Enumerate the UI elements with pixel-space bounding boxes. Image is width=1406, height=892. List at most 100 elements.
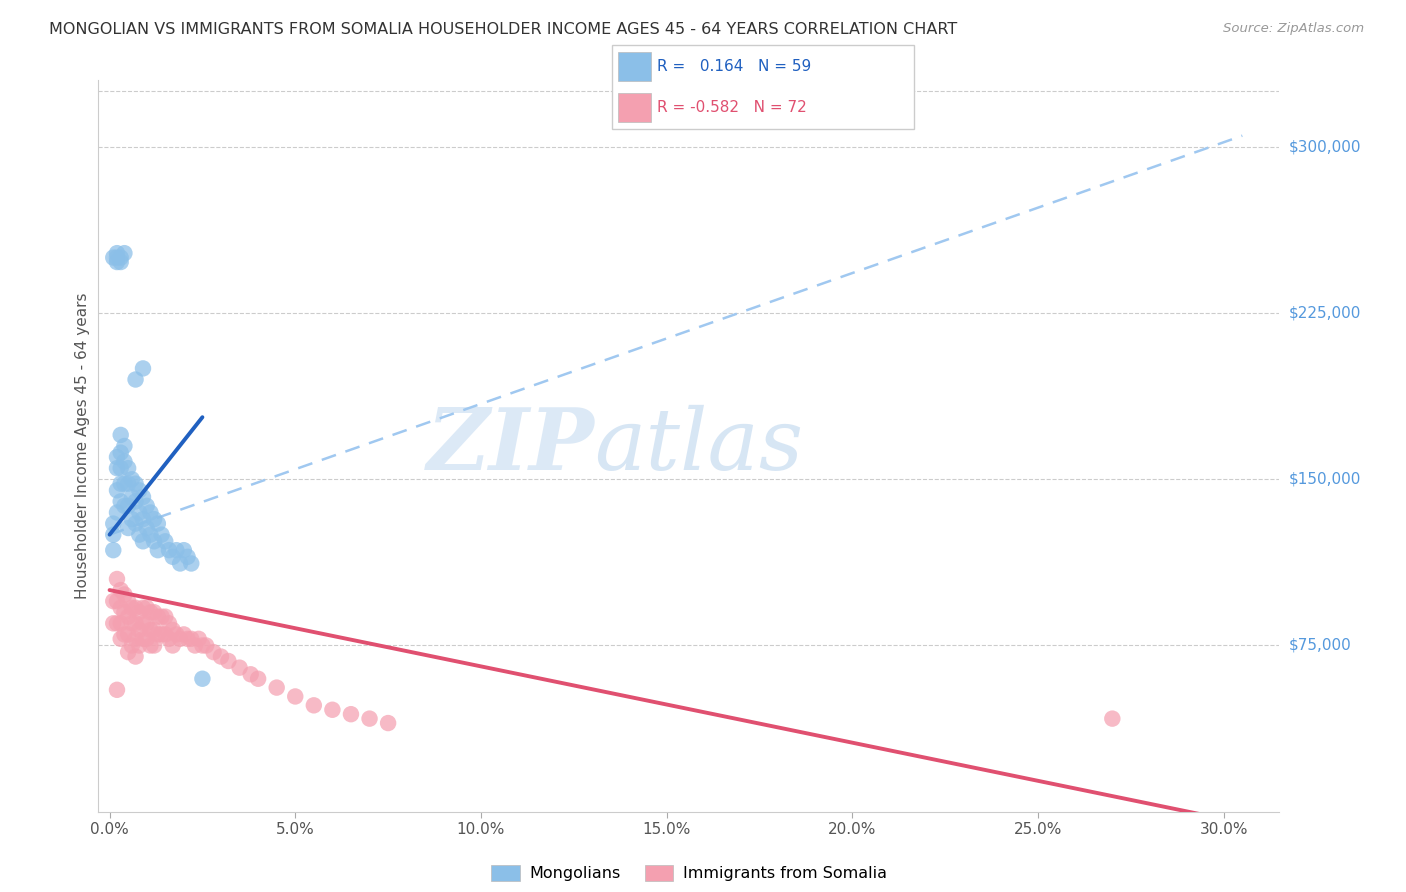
Point	[103, 516, 125, 531]
Point	[146, 516, 169, 531]
Text: Source: ZipAtlas.com: Source: ZipAtlas.com	[1223, 22, 1364, 36]
Point	[121, 639, 143, 653]
Point	[132, 534, 155, 549]
Point	[103, 543, 125, 558]
Text: $150,000: $150,000	[1289, 472, 1361, 487]
Point	[150, 627, 173, 641]
Point	[180, 557, 202, 571]
Legend: Mongolians, Immigrants from Somalia: Mongolians, Immigrants from Somalia	[485, 859, 893, 888]
Point	[155, 534, 177, 549]
FancyBboxPatch shape	[617, 53, 651, 81]
Point	[110, 461, 132, 475]
Point	[112, 439, 135, 453]
Point	[128, 623, 150, 637]
Text: $225,000: $225,000	[1289, 306, 1361, 320]
Point	[132, 600, 155, 615]
Point	[124, 649, 146, 664]
Point	[143, 605, 166, 619]
Point	[110, 632, 132, 646]
Point	[247, 672, 270, 686]
Text: ZIP: ZIP	[426, 404, 595, 488]
Point	[112, 246, 135, 260]
FancyBboxPatch shape	[612, 45, 914, 129]
Point	[150, 609, 173, 624]
Point	[143, 623, 166, 637]
Point	[124, 600, 146, 615]
Point	[105, 594, 128, 608]
Point	[105, 572, 128, 586]
Text: $75,000: $75,000	[1289, 638, 1353, 653]
Point	[110, 445, 132, 459]
Point	[105, 506, 128, 520]
Point	[217, 654, 239, 668]
Point	[165, 627, 187, 641]
Point	[124, 516, 146, 531]
Point	[135, 632, 157, 646]
Point	[191, 639, 214, 653]
Point	[146, 627, 169, 641]
Point	[112, 454, 135, 468]
Point	[124, 372, 146, 386]
Point	[121, 512, 143, 526]
Point	[202, 645, 225, 659]
Point	[105, 483, 128, 498]
Point	[124, 494, 146, 508]
Point	[110, 600, 132, 615]
Point	[121, 600, 143, 615]
Point	[321, 703, 343, 717]
Point	[110, 251, 132, 265]
Point	[105, 461, 128, 475]
Point	[117, 594, 139, 608]
Point	[176, 632, 198, 646]
Point	[124, 616, 146, 631]
Point	[110, 255, 132, 269]
Point	[124, 632, 146, 646]
Point	[132, 632, 155, 646]
Point	[302, 698, 325, 713]
Point	[173, 627, 195, 641]
Point	[191, 672, 214, 686]
Point	[180, 632, 202, 646]
Point	[135, 521, 157, 535]
Point	[173, 543, 195, 558]
Point	[132, 361, 155, 376]
Point	[184, 639, 207, 653]
Point	[117, 461, 139, 475]
Point	[135, 600, 157, 615]
Point	[139, 605, 162, 619]
Point	[121, 472, 143, 486]
Point	[105, 246, 128, 260]
Point	[128, 527, 150, 541]
Point	[176, 549, 198, 564]
Point	[117, 499, 139, 513]
Point	[169, 632, 191, 646]
Point	[187, 632, 209, 646]
Point	[150, 527, 173, 541]
Point	[128, 506, 150, 520]
Point	[139, 623, 162, 637]
Point	[112, 476, 135, 491]
Point	[146, 609, 169, 624]
Point	[105, 255, 128, 269]
Point	[121, 490, 143, 504]
Point	[124, 476, 146, 491]
Point	[117, 609, 139, 624]
Text: MONGOLIAN VS IMMIGRANTS FROM SOMALIA HOUSEHOLDER INCOME AGES 45 - 64 YEARS CORRE: MONGOLIAN VS IMMIGRANTS FROM SOMALIA HOU…	[49, 22, 957, 37]
Point	[121, 616, 143, 631]
Point	[146, 543, 169, 558]
Text: $300,000: $300,000	[1289, 139, 1361, 154]
Point	[110, 616, 132, 631]
Point	[162, 549, 184, 564]
Point	[103, 594, 125, 608]
Point	[117, 476, 139, 491]
Point	[239, 667, 262, 681]
Point	[112, 605, 135, 619]
Point	[110, 476, 132, 491]
Point	[359, 712, 381, 726]
Point	[157, 632, 180, 646]
Point	[340, 707, 363, 722]
Point	[128, 483, 150, 498]
Text: R =   0.164   N = 59: R = 0.164 N = 59	[657, 59, 811, 74]
Point	[132, 616, 155, 631]
Point	[139, 639, 162, 653]
